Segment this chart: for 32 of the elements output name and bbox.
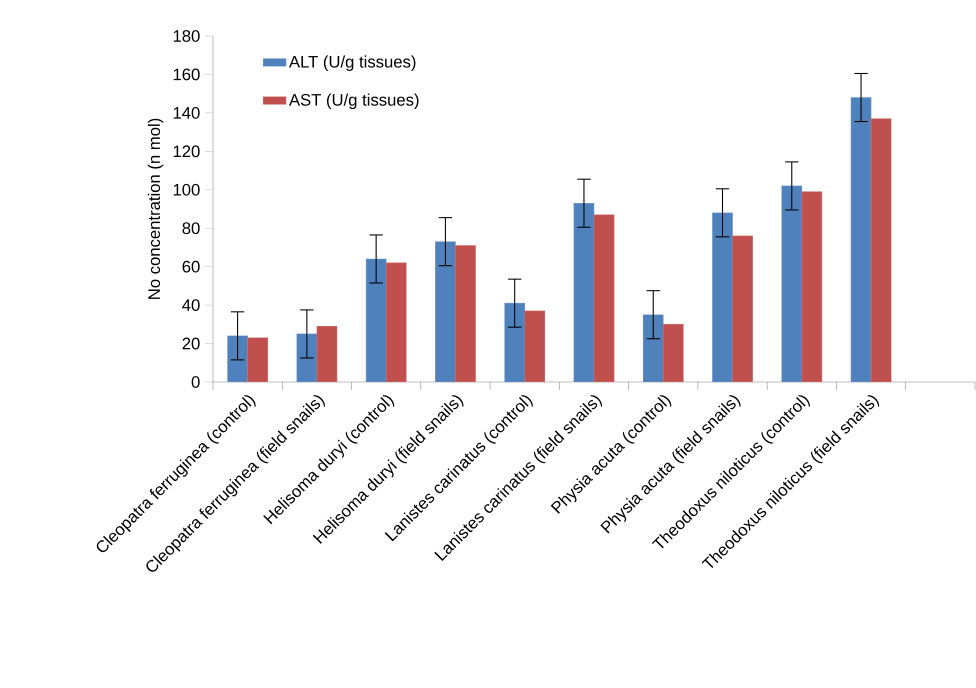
bar [455,245,476,382]
y-tick-label: 120 [174,145,200,158]
y-tick-label: 40 [182,299,200,312]
bar [366,258,386,382]
bar [316,326,338,382]
y-tick-label: 160 [174,68,200,80]
bar [781,186,802,382]
y-tick-label: 0 [192,376,200,388]
legend-label: ALT (U/g tissues) [288,55,416,71]
bar [247,338,268,382]
bar [594,214,614,382]
bar [296,334,318,382]
bar [732,236,753,382]
bar [386,262,407,382]
y-axis-title: No concentration (n mol) [148,118,164,299]
y-tick-label: 60 [182,260,200,273]
legend-label: AST (U/g tissues) [288,93,418,110]
bar [663,324,684,382]
bar [850,97,872,382]
y-tick-label: 100 [174,184,200,196]
bar [435,241,456,382]
bar [504,302,525,382]
y-tick-label: 80 [182,222,200,234]
bar [802,191,822,382]
y-tick-label: 180 [174,30,200,42]
bar [524,310,546,382]
bar [870,118,892,382]
y-tick-label: 20 [182,338,200,350]
bar [642,314,664,382]
bar [712,212,733,382]
y-tick-label: 140 [174,106,200,119]
bar [574,202,594,382]
